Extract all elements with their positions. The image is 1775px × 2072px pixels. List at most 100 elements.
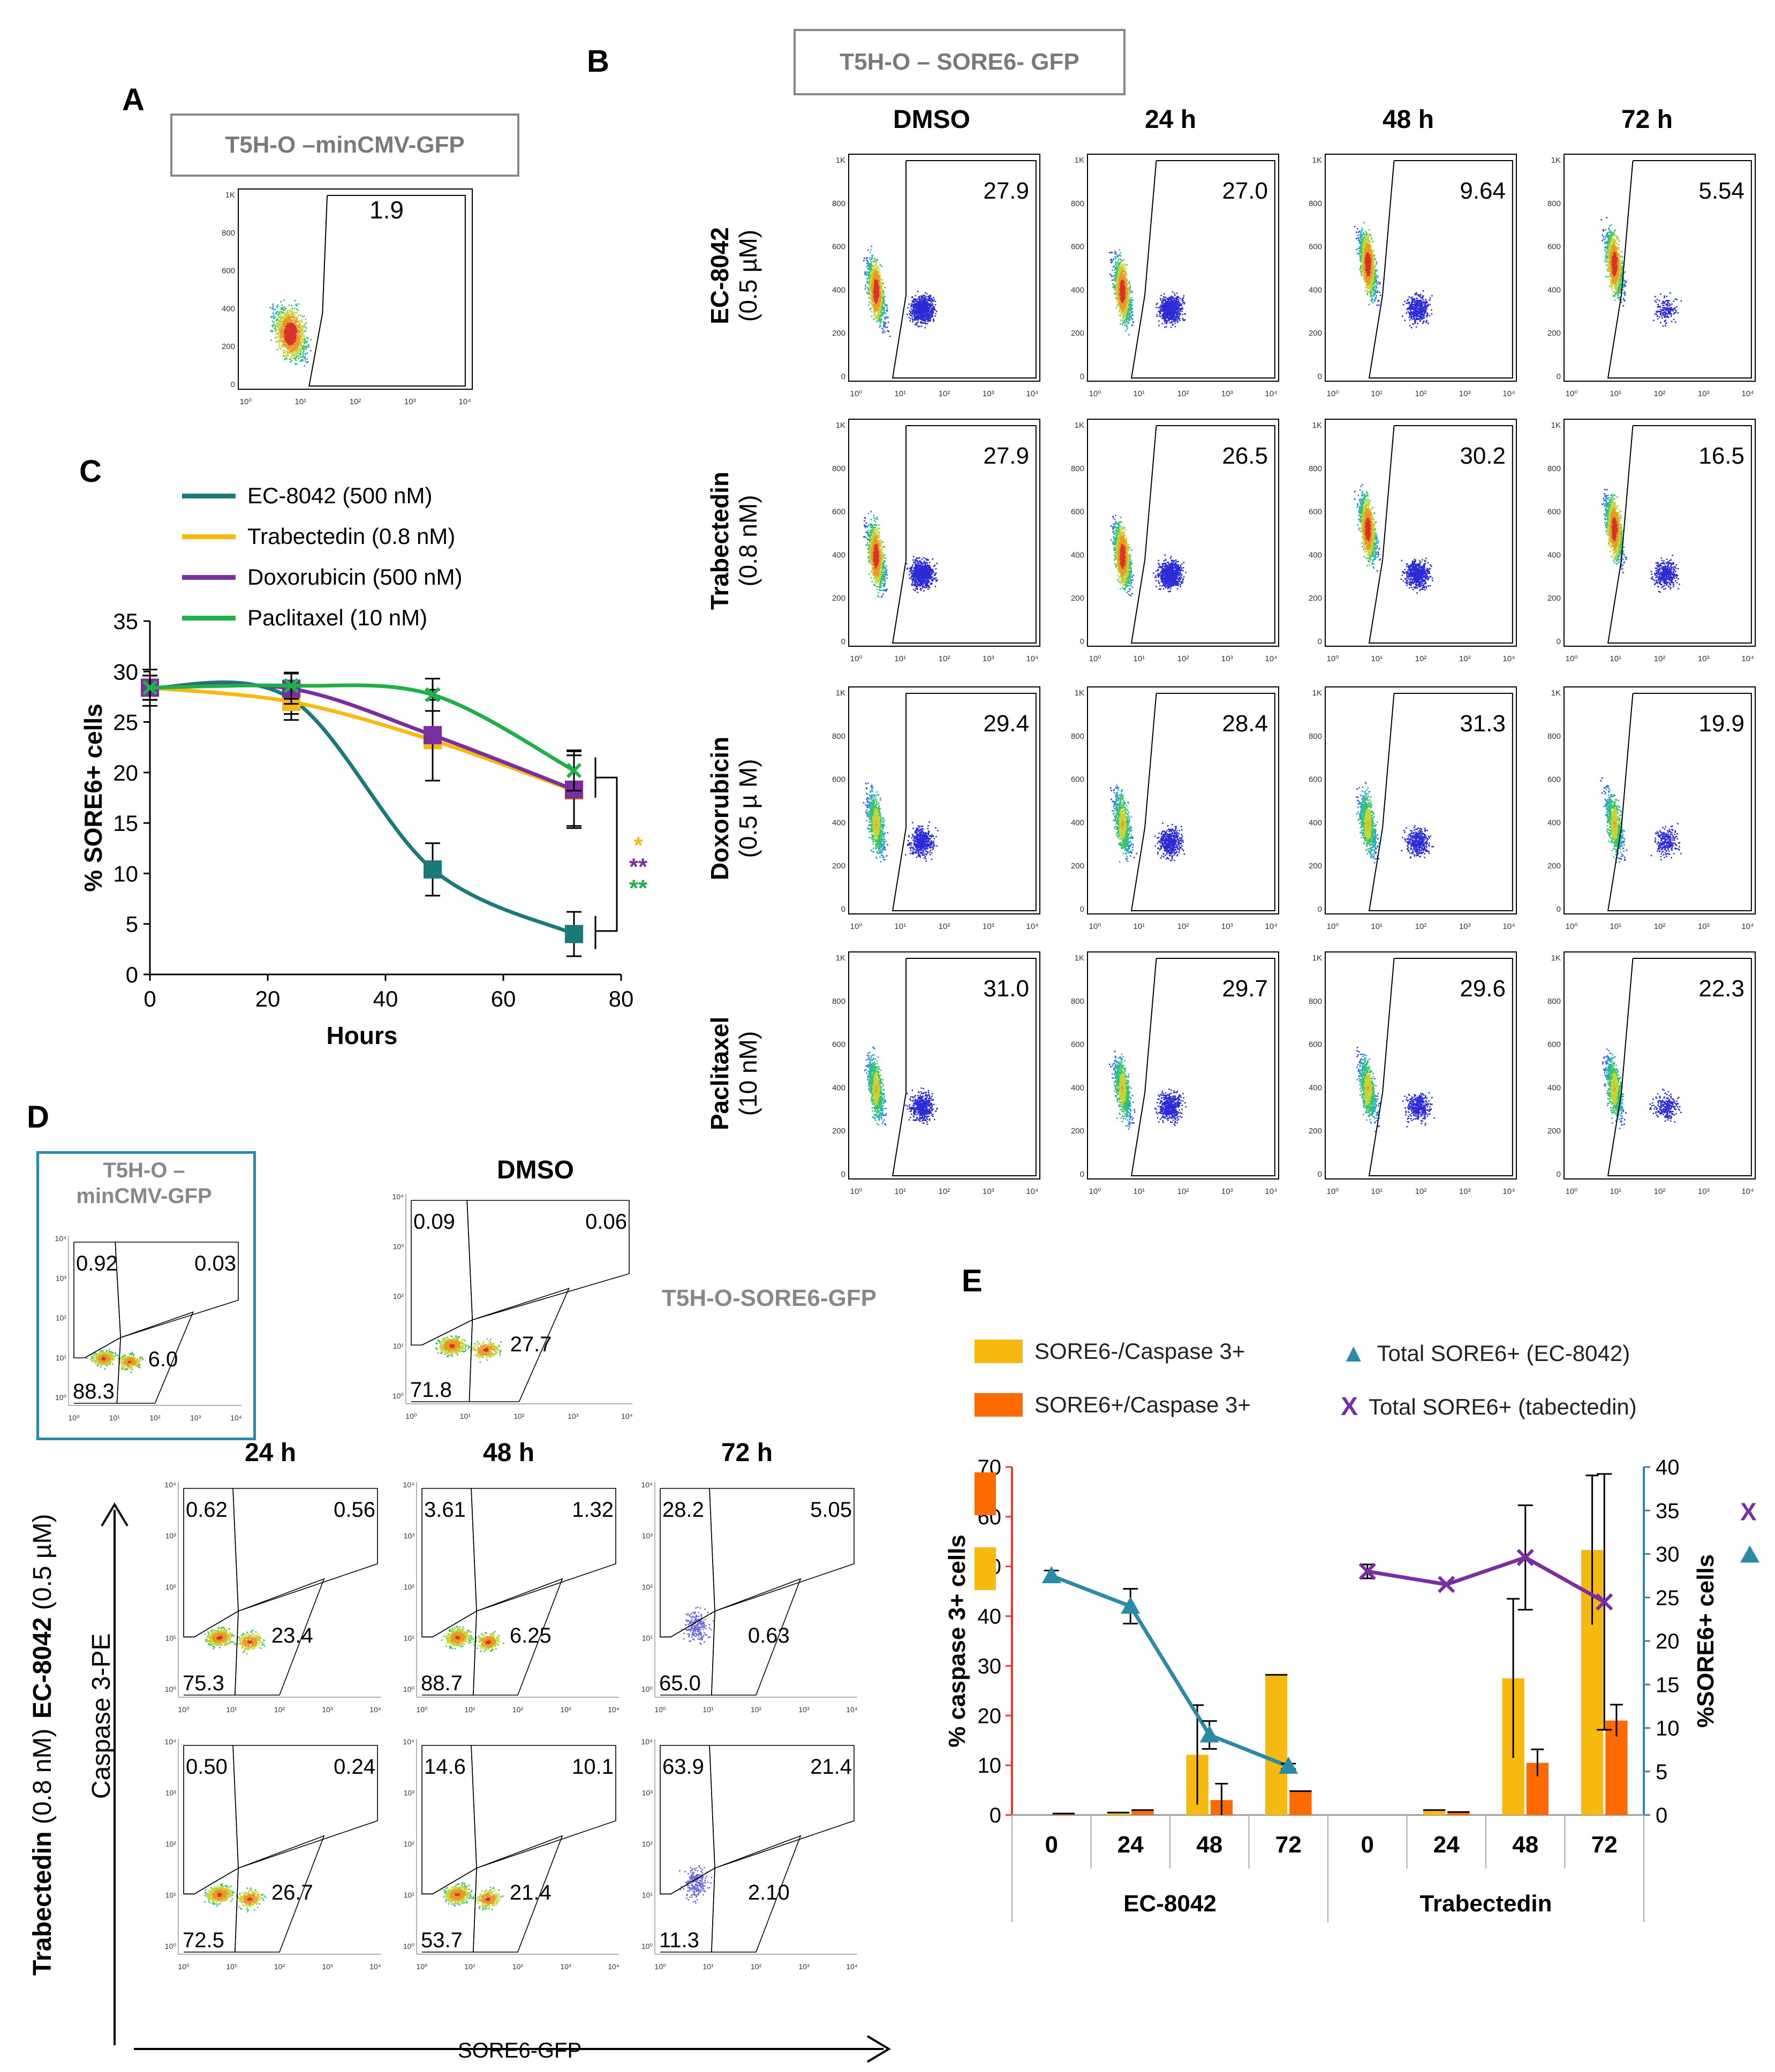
event-dot bbox=[924, 327, 926, 329]
event-dot bbox=[293, 329, 295, 331]
event-dot bbox=[289, 328, 290, 330]
event-dot bbox=[287, 342, 289, 344]
event-dot bbox=[874, 278, 876, 280]
event-dot bbox=[867, 249, 869, 251]
event-dot bbox=[286, 356, 288, 357]
event-dot bbox=[870, 296, 871, 298]
event-dot bbox=[305, 349, 307, 351]
event-dot bbox=[298, 320, 300, 322]
event-dot bbox=[293, 341, 295, 343]
event-dot bbox=[1118, 311, 1120, 313]
event-dot bbox=[865, 274, 867, 276]
event-dot bbox=[1129, 307, 1130, 309]
event-dot bbox=[296, 338, 297, 340]
event-dot bbox=[917, 305, 919, 307]
event-dot bbox=[298, 330, 300, 332]
event-dot bbox=[1116, 292, 1118, 294]
event-dot bbox=[1131, 307, 1134, 309]
event-dot bbox=[878, 298, 880, 300]
event-dot bbox=[912, 311, 915, 313]
event-dot bbox=[918, 309, 920, 311]
event-dot bbox=[876, 269, 878, 270]
event-dot bbox=[298, 325, 300, 327]
event-dot bbox=[883, 283, 885, 284]
event-dot bbox=[882, 313, 884, 315]
event-dot bbox=[307, 345, 309, 347]
event-dot bbox=[300, 348, 302, 350]
event-dot bbox=[278, 336, 281, 338]
event-dot bbox=[917, 320, 919, 321]
event-dot bbox=[276, 341, 277, 343]
event-dot bbox=[870, 284, 872, 285]
event-dot bbox=[922, 322, 924, 324]
event-dot bbox=[305, 342, 307, 344]
event-dot bbox=[926, 298, 927, 300]
event-dot bbox=[1122, 301, 1124, 304]
event-dot bbox=[285, 323, 287, 326]
event-dot bbox=[920, 298, 923, 300]
event-dot bbox=[304, 353, 306, 356]
event-dot bbox=[289, 319, 291, 321]
event-dot bbox=[871, 305, 873, 307]
event-dot bbox=[1129, 286, 1131, 288]
event-dot bbox=[1126, 298, 1128, 300]
event-dot bbox=[292, 316, 294, 319]
event-dot bbox=[1114, 284, 1116, 286]
event-dot bbox=[296, 348, 298, 350]
event-dot bbox=[879, 303, 881, 305]
event-dot bbox=[296, 340, 298, 342]
event-dot bbox=[927, 318, 929, 320]
event-dot bbox=[278, 316, 280, 318]
event-dot bbox=[878, 283, 880, 284]
event-dot bbox=[871, 282, 873, 284]
event-dot bbox=[882, 331, 883, 333]
event-dot bbox=[276, 306, 278, 308]
event-dot bbox=[883, 331, 886, 333]
event-dot bbox=[882, 294, 883, 296]
event-dot bbox=[284, 326, 286, 327]
event-dot bbox=[876, 318, 878, 320]
event-dot bbox=[878, 294, 880, 296]
event-dot bbox=[1120, 294, 1122, 296]
event-dot bbox=[928, 298, 931, 300]
event-dot bbox=[873, 299, 875, 301]
event-dot bbox=[879, 299, 881, 300]
event-dot bbox=[1120, 305, 1121, 307]
event-dot bbox=[928, 316, 931, 318]
event-dot bbox=[287, 341, 289, 343]
event-dot bbox=[923, 309, 925, 312]
event-dot bbox=[911, 297, 913, 299]
event-dot bbox=[919, 317, 922, 319]
event-dot bbox=[867, 288, 869, 289]
event-dot bbox=[922, 309, 923, 311]
event-dot bbox=[282, 326, 284, 328]
event-dot bbox=[298, 340, 299, 342]
event-dot bbox=[883, 311, 885, 312]
event-dot bbox=[917, 307, 919, 309]
event-dot bbox=[917, 315, 919, 317]
event-dot bbox=[870, 291, 872, 293]
y-tick-label: 800 bbox=[1071, 199, 1084, 208]
event-dot bbox=[272, 312, 274, 314]
event-dot bbox=[879, 289, 880, 291]
event-dot bbox=[298, 339, 300, 341]
event-dot bbox=[291, 350, 293, 351]
gate-percent-value: 27.9 bbox=[983, 178, 1029, 205]
event-dot bbox=[1122, 320, 1124, 322]
event-dot bbox=[920, 319, 922, 321]
event-dot bbox=[920, 307, 922, 309]
event-dot bbox=[299, 327, 301, 329]
event-dot bbox=[867, 293, 869, 295]
event-dot bbox=[912, 311, 915, 312]
event-dot bbox=[883, 304, 885, 306]
event-dot bbox=[287, 345, 289, 347]
event-dot bbox=[297, 344, 298, 346]
event-dot bbox=[1115, 258, 1117, 260]
panel-b-row-label: EC-8042 (0.5 µM) bbox=[706, 179, 770, 372]
event-dot bbox=[292, 332, 294, 334]
event-dot bbox=[876, 306, 878, 308]
event-dot bbox=[277, 320, 279, 321]
event-dot bbox=[874, 265, 876, 267]
event-dot bbox=[926, 323, 928, 324]
event-dot bbox=[286, 331, 288, 333]
